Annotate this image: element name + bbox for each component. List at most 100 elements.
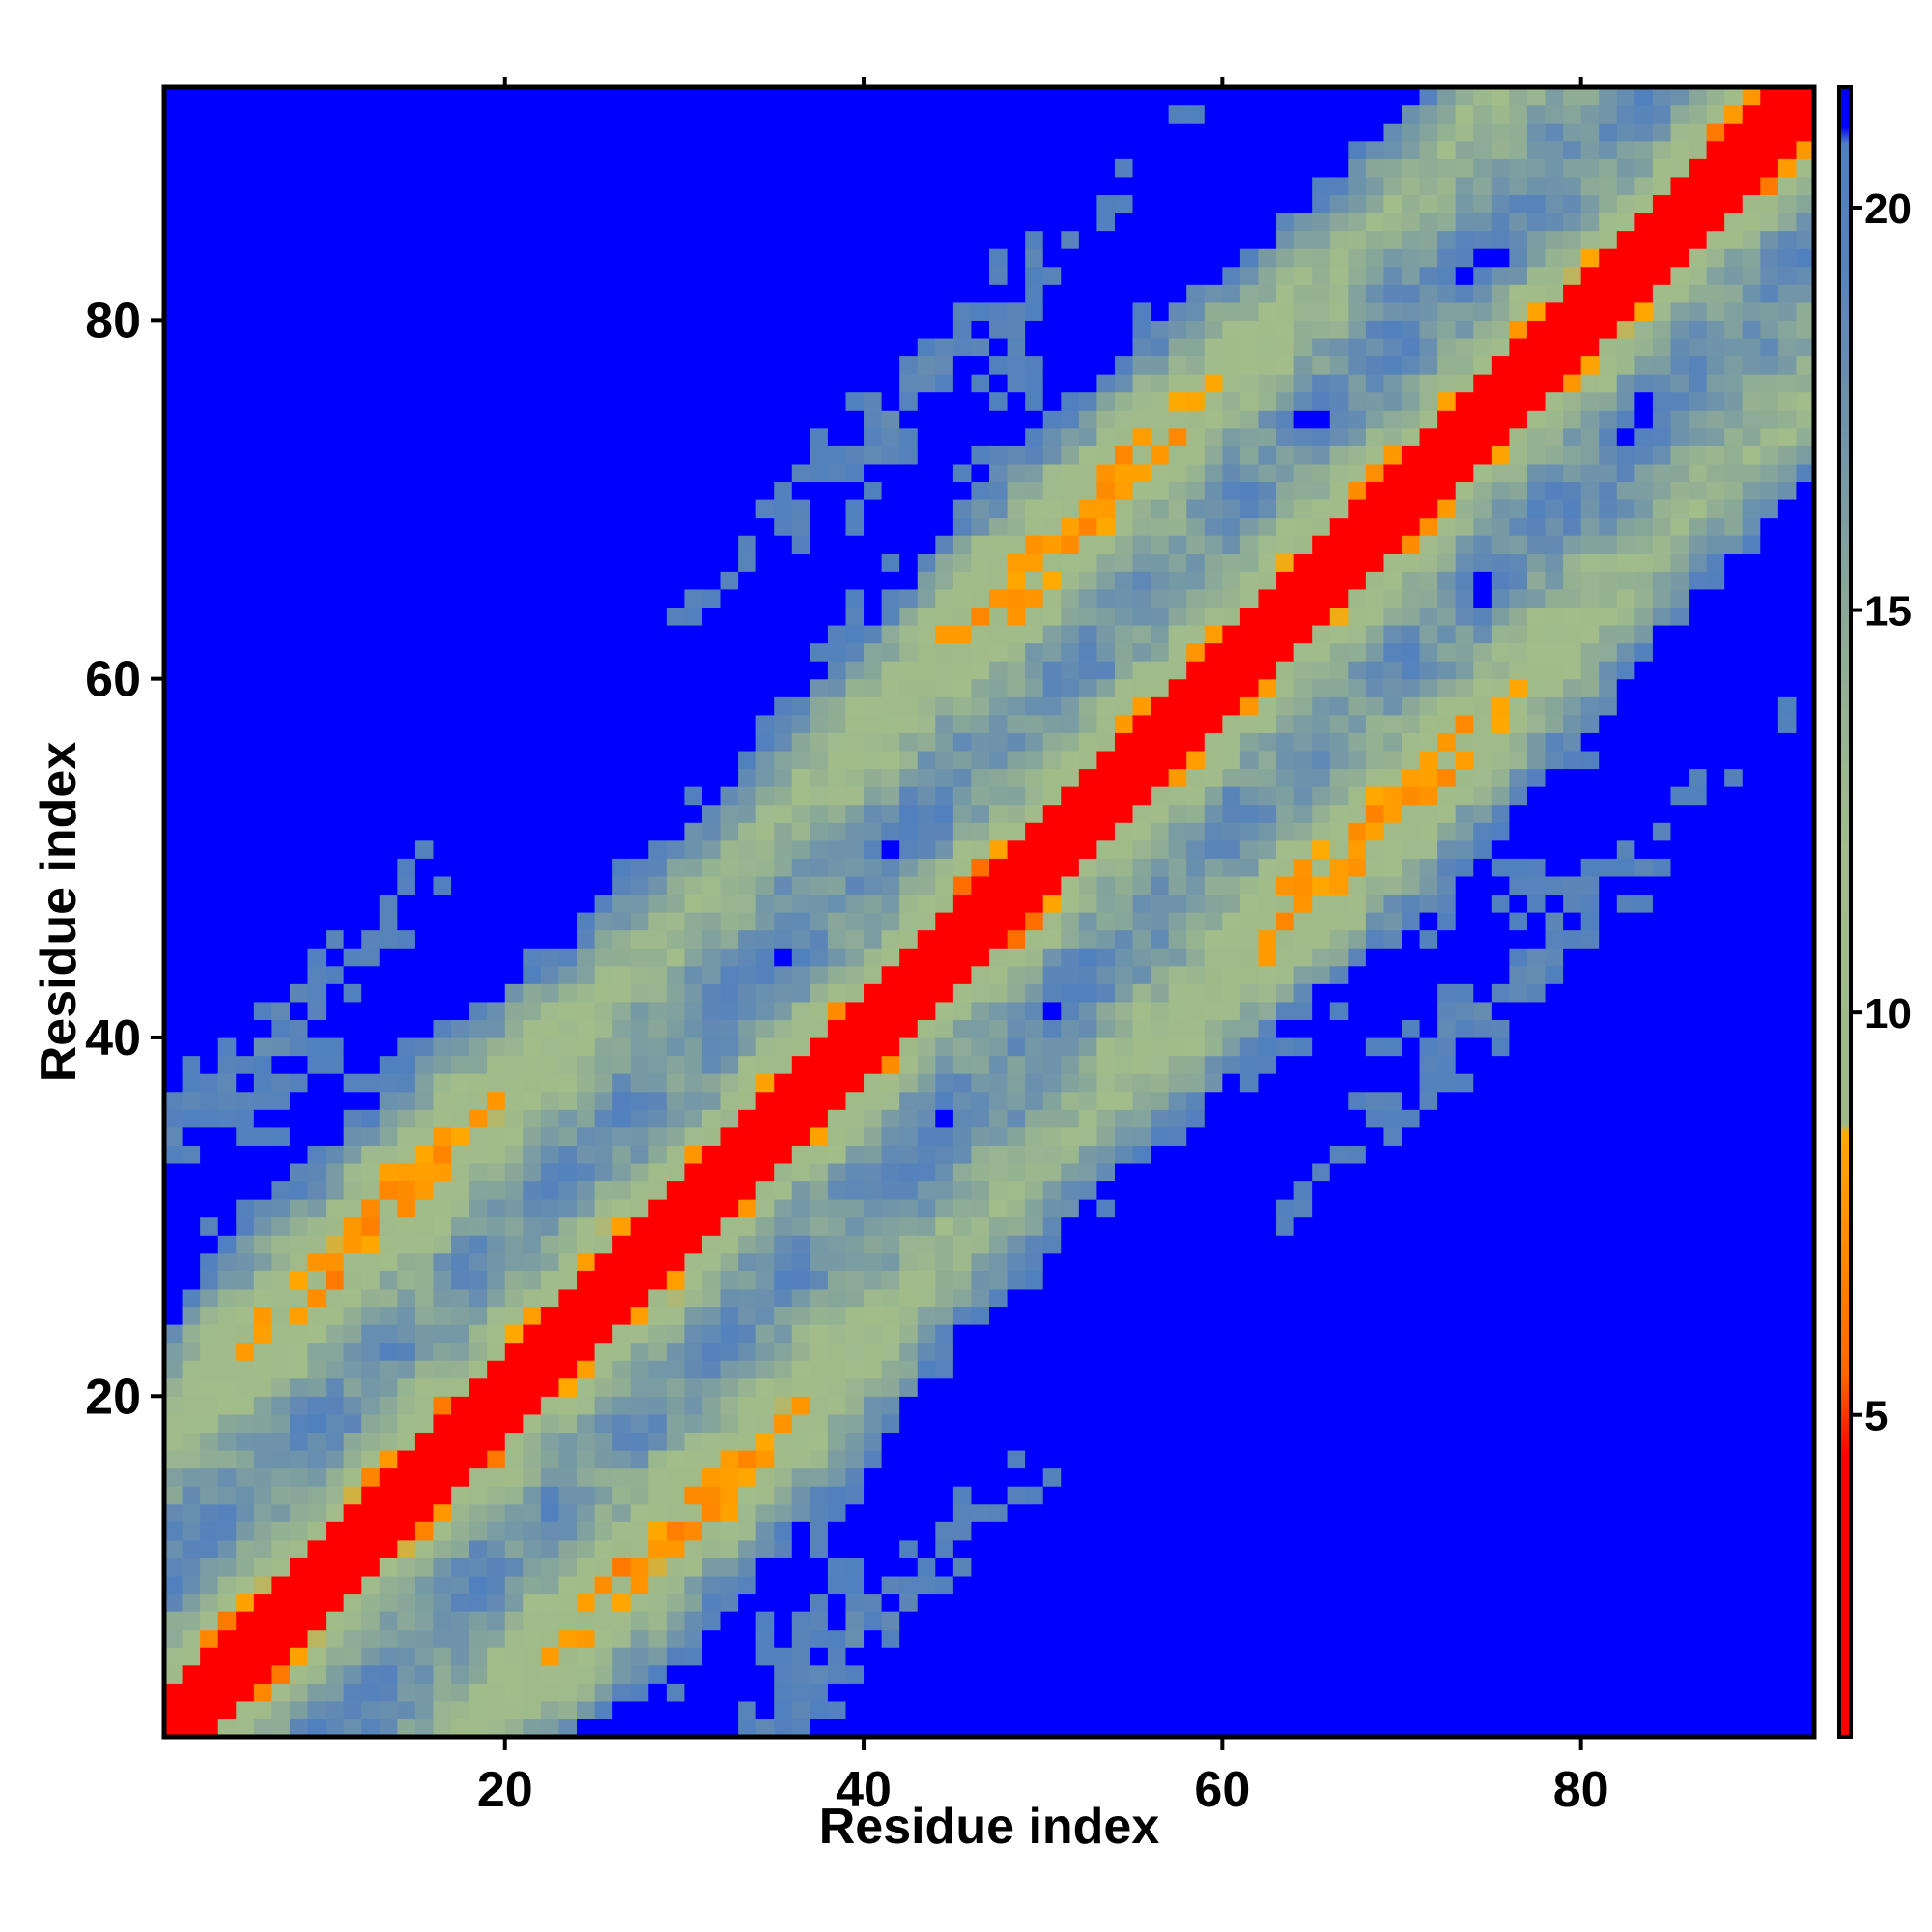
heatmap-cell	[451, 1683, 470, 1702]
heatmap-cell	[433, 1575, 452, 1595]
heatmap-cell	[1293, 1557, 1313, 1577]
heatmap-cell	[414, 839, 435, 859]
heatmap-cell	[469, 588, 488, 608]
heatmap-cell	[845, 1539, 865, 1558]
heatmap-cell	[1312, 1288, 1331, 1308]
heatmap-cell	[1652, 1413, 1672, 1433]
heatmap-cell	[558, 875, 578, 895]
heatmap-cell	[182, 768, 201, 787]
heatmap-cell	[1132, 1683, 1151, 1702]
heatmap-cell	[326, 839, 345, 859]
heatmap-cell	[1042, 1700, 1062, 1720]
heatmap-cell	[684, 176, 703, 195]
heatmap-cell	[1293, 1180, 1313, 1200]
heatmap-cell	[558, 894, 578, 913]
heatmap-cell	[271, 948, 291, 967]
heatmap-cell	[701, 1593, 722, 1612]
heatmap-cell	[253, 1683, 272, 1702]
heatmap-cell	[253, 123, 272, 142]
heatmap-cell	[1078, 1503, 1097, 1522]
heatmap-cell	[1114, 1342, 1134, 1361]
heatmap-cell	[1760, 1647, 1779, 1666]
heatmap-cell	[774, 1647, 793, 1666]
heatmap-cell	[1078, 1396, 1097, 1415]
heatmap-cell	[666, 337, 685, 357]
heatmap-cell	[271, 858, 291, 877]
heatmap-cell	[1222, 1521, 1241, 1541]
heatmap-cell	[594, 822, 613, 841]
heatmap-cell	[1312, 1324, 1331, 1344]
heatmap-cells	[164, 87, 1815, 1738]
heatmap-cell	[1545, 1449, 1564, 1469]
heatmap-cell	[1419, 1162, 1438, 1182]
heatmap-cell	[1563, 1575, 1582, 1595]
heatmap-cell	[433, 481, 452, 500]
heatmap-cell	[1222, 1180, 1241, 1200]
heatmap-cell	[1760, 1360, 1779, 1379]
heatmap-cell	[594, 1162, 613, 1182]
heatmap-cell	[1670, 1360, 1690, 1379]
heatmap-cell	[577, 1235, 596, 1254]
heatmap-cell	[343, 1073, 362, 1093]
heatmap-cell	[164, 822, 184, 841]
heatmap-cell	[1545, 1521, 1564, 1541]
heatmap-cell	[540, 194, 560, 213]
heatmap-cell	[1545, 1486, 1564, 1505]
heatmap-cell	[361, 804, 381, 823]
heatmap-cell	[648, 1180, 668, 1200]
heatmap-cell	[1580, 1503, 1600, 1522]
heatmap-cell	[1114, 1611, 1134, 1631]
heatmap-cell	[577, 140, 596, 159]
heatmap-cell	[648, 1521, 668, 1541]
heatmap-cell	[1151, 1486, 1170, 1505]
heatmap-cell	[952, 1216, 973, 1236]
heatmap-cell	[414, 1109, 435, 1128]
heatmap-cell	[523, 410, 542, 429]
heatmap-cell	[200, 1629, 219, 1648]
heatmap-cell	[1348, 1270, 1367, 1290]
heatmap-cell	[1599, 1396, 1618, 1415]
heatmap-cell	[558, 410, 578, 429]
heatmap-cell	[1526, 1378, 1547, 1397]
heatmap-cell	[1634, 1557, 1654, 1577]
heatmap-cell	[720, 87, 739, 106]
heatmap-cell	[289, 714, 309, 733]
heatmap-cell	[594, 1539, 613, 1558]
heatmap-cell	[236, 1145, 255, 1164]
heatmap-cell	[182, 1396, 201, 1415]
heatmap-cell	[307, 804, 327, 823]
heatmap-cell	[899, 1235, 919, 1254]
heatmap-cell	[1526, 1145, 1547, 1164]
heatmap-cell	[326, 1109, 345, 1128]
heatmap-cell	[271, 212, 291, 232]
heatmap-cell	[864, 1396, 883, 1415]
heatmap-cell	[1061, 1378, 1080, 1397]
heatmap-cell	[307, 123, 327, 142]
heatmap-cell	[1419, 1629, 1438, 1648]
heatmap-cell	[504, 1432, 524, 1451]
heatmap-cell	[1096, 1306, 1116, 1325]
heatmap-cell	[469, 410, 488, 429]
heatmap-cell	[361, 624, 381, 644]
heatmap-cell	[1599, 1288, 1618, 1308]
heatmap-cell	[935, 1629, 954, 1648]
heatmap-cell	[397, 427, 416, 446]
heatmap-cell	[271, 875, 291, 895]
heatmap-cell	[594, 140, 613, 159]
heatmap-cell	[1616, 1449, 1635, 1469]
heatmap-cell	[433, 104, 452, 124]
heatmap-cell	[1473, 1378, 1492, 1397]
heatmap-cell	[720, 1700, 739, 1720]
heatmap-cell	[1007, 1324, 1026, 1344]
heatmap-cell	[289, 1539, 309, 1558]
heatmap-cell	[1455, 1593, 1474, 1612]
heatmap-cell	[289, 983, 309, 1003]
heatmap-cell	[433, 517, 452, 536]
heatmap-cell	[827, 1700, 847, 1720]
heatmap-cell	[397, 1629, 416, 1648]
heatmap-cell	[182, 355, 201, 375]
heatmap-cell	[343, 1235, 362, 1254]
heatmap-cell	[1455, 1199, 1474, 1218]
heatmap-cell	[253, 1521, 272, 1541]
heatmap-cell	[720, 1019, 739, 1038]
